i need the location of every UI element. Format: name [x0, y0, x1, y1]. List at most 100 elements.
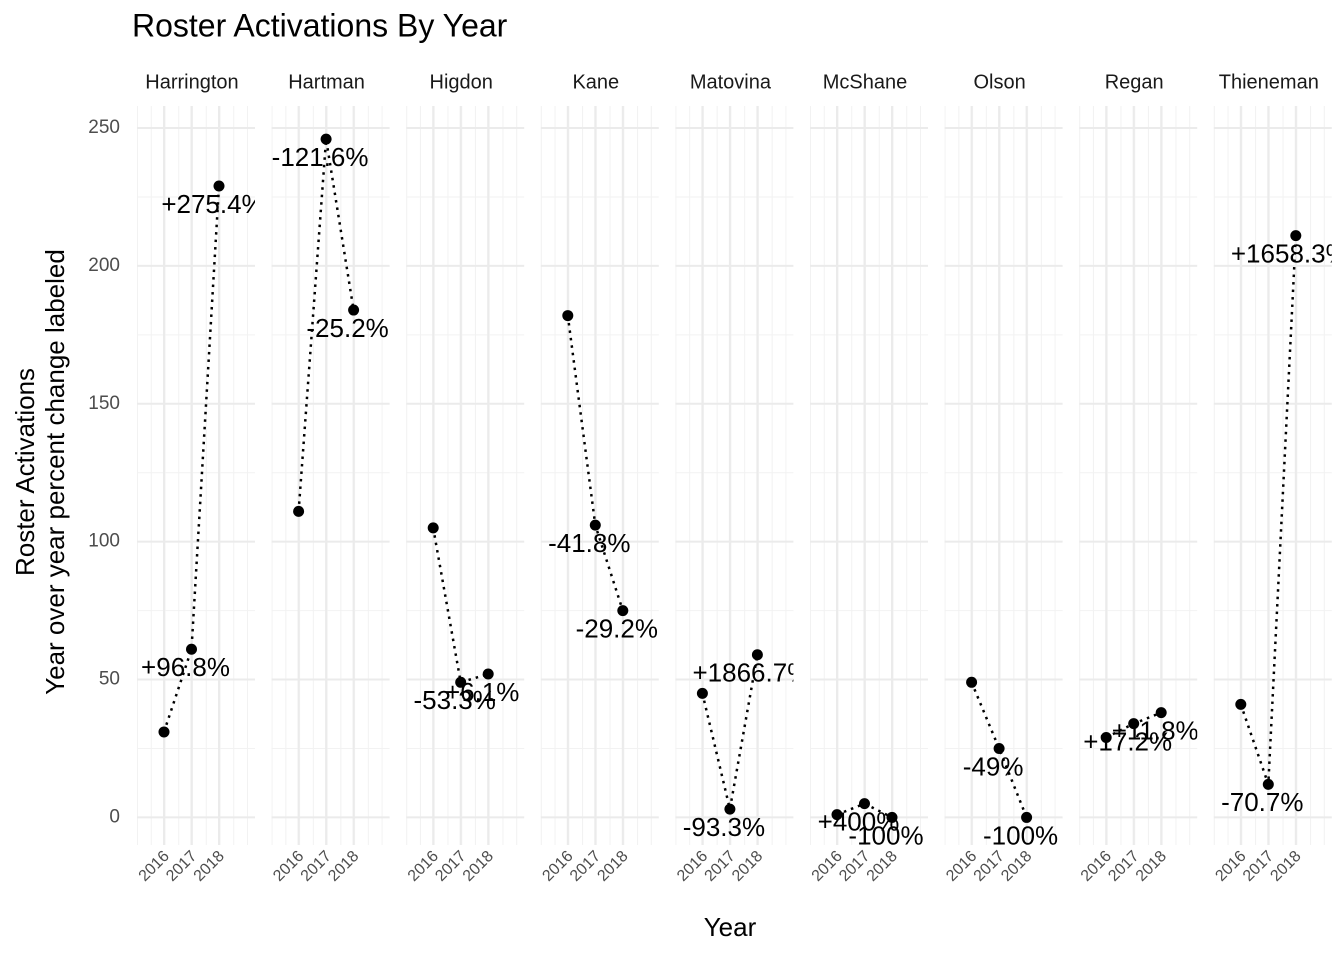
x-tick-label: 2016: [405, 848, 442, 885]
point: [482, 668, 494, 680]
x-tick-label: 2017: [702, 848, 739, 885]
point: [455, 676, 467, 688]
annotation: -49%: [963, 751, 1024, 781]
x-tick-label: 2016: [136, 848, 173, 885]
point: [293, 505, 305, 517]
line: [836, 802, 893, 819]
facet-panel: -70.7% +1658.3%: [1221, 230, 1344, 817]
point: [724, 803, 736, 815]
x-tick-label: 2018: [864, 848, 901, 885]
x-tick-label: 2018: [460, 848, 497, 885]
chart-title: Roster Activations By Year: [132, 7, 508, 43]
x-tick-label: 2016: [539, 848, 576, 885]
line: [970, 681, 1028, 818]
x-tick-label: 2017: [1105, 848, 1142, 885]
x-tick-label: 2016: [270, 848, 307, 885]
x-tick-label: 2016: [1078, 848, 1115, 885]
point: [1128, 718, 1140, 730]
facet-panel: +17.2%+11.8%: [1083, 707, 1199, 757]
x-tick-label: 2018: [325, 848, 362, 885]
annotation: -29.2%: [576, 613, 658, 643]
line: [297, 138, 355, 512]
point: [348, 304, 360, 316]
y-tick-label: 0: [109, 806, 120, 827]
x-tick-label: 2017: [971, 848, 1008, 885]
point: [1235, 698, 1247, 710]
annotation: +400%: [818, 807, 900, 837]
y-axis-label: Roster Activations: [10, 368, 40, 576]
facet-panel: +400%-100%: [818, 798, 924, 850]
annotation: +1866.7%: [692, 658, 810, 688]
annotation: -93.3%: [683, 812, 765, 842]
annotation: +17.2%: [1083, 727, 1172, 757]
facet-label: McShane: [823, 71, 908, 93]
x-tick-label: 2016: [809, 848, 846, 885]
facet-label: Hartman: [288, 71, 365, 93]
x-axis-label: Year: [704, 912, 757, 942]
point: [589, 519, 601, 531]
point: [158, 726, 170, 738]
x-tick-label: 2017: [1240, 848, 1277, 885]
point: [617, 605, 629, 617]
point: [859, 798, 870, 810]
annotation: +1658.3%: [1231, 238, 1344, 268]
x-tick-label: 2017: [836, 848, 873, 885]
point: [886, 811, 898, 823]
point: [320, 133, 332, 145]
x-tick-label: 2016: [674, 848, 711, 885]
annotation: -41.8%: [548, 528, 630, 558]
point: [1100, 731, 1112, 743]
x-tick-label: 2017: [163, 848, 200, 885]
x-tick-label: 2016: [943, 848, 980, 885]
x-tick-label: 2018: [191, 848, 228, 885]
x-tick-label: 2017: [567, 848, 604, 885]
facet-label: Regan: [1105, 71, 1164, 93]
facet-panel: -41.8% -29.2%: [548, 310, 658, 643]
facet-panel: +96.8% +275.4%: [141, 180, 264, 738]
annotation: -53.3%: [414, 685, 496, 715]
y-axis-label: Year over year percent change labeled: [40, 249, 70, 695]
facet-label: Olson: [973, 71, 1025, 93]
y-tick-label: 250: [88, 117, 120, 138]
point: [213, 180, 225, 192]
x-tick-label: 2018: [1133, 848, 1170, 885]
x-tick-label: 2018: [729, 848, 766, 885]
annotation: +275.4%: [161, 189, 264, 219]
point: [1262, 778, 1274, 790]
point: [696, 687, 708, 699]
point: [966, 676, 978, 688]
facet-panel: -49% -100%: [963, 676, 1058, 850]
point: [993, 742, 1005, 754]
y-tick-label: 50: [99, 669, 120, 690]
x-tick-label: 2017: [432, 848, 469, 885]
point: [751, 649, 763, 661]
facet-label: Higdon: [430, 71, 493, 93]
annotation: +11.8%: [1112, 716, 1199, 746]
facet-label: Harrington: [145, 71, 238, 93]
annotation: -100%: [983, 820, 1058, 850]
annotation: +96.8%: [141, 652, 230, 682]
annotation: -70.7%: [1221, 787, 1303, 817]
y-tick-label: 150: [88, 393, 120, 414]
facet-panel: -93.3% +1866.7%: [683, 649, 810, 842]
x-tick-label: 2017: [298, 848, 335, 885]
x-tick-label: 2018: [1267, 848, 1304, 885]
facet-panel: -121.6% -25.2%: [272, 133, 389, 517]
point: [562, 310, 574, 322]
annotation: -25.2%: [306, 313, 388, 343]
annotation: -121.6%: [272, 142, 369, 172]
y-tick-label: 100: [88, 531, 120, 552]
facet-label: Kane: [572, 71, 619, 93]
annotation: -100%: [848, 820, 923, 850]
annotation: +6.1%: [445, 677, 519, 707]
facet-panel: -53.3%+6.1%: [414, 522, 519, 715]
y-tick-label: 200: [88, 255, 120, 276]
point: [831, 809, 843, 821]
line: [701, 654, 759, 810]
point: [186, 643, 197, 655]
x-tick-label: 2018: [998, 848, 1035, 885]
x-tick-label: 2018: [594, 848, 631, 885]
x-tick-label: 2016: [1212, 848, 1249, 885]
facet-label: Matovina: [690, 71, 772, 93]
